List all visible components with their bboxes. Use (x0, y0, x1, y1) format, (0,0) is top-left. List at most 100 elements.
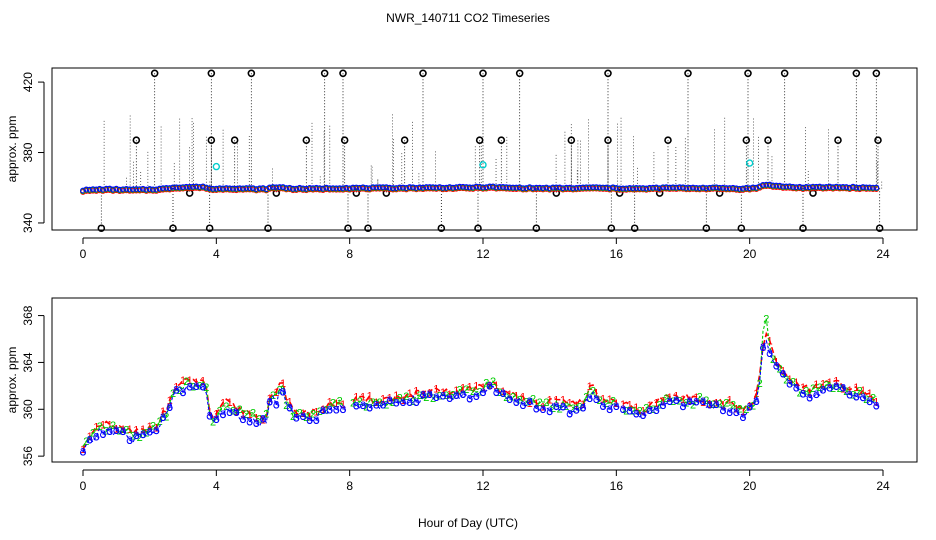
series-3-circle (400, 399, 406, 406)
series-3-point: 3 (620, 404, 626, 416)
series-3-point: 3 (113, 425, 119, 437)
series-3-circle (546, 409, 553, 416)
series-3-point (336, 185, 343, 192)
series-1-point: 1 (167, 395, 173, 407)
series-3-point (273, 184, 280, 191)
series-3-point (223, 185, 230, 192)
series-3-point: 3 (493, 387, 499, 399)
series-3-point (356, 184, 363, 191)
series-3-point (873, 184, 880, 191)
series-2-point: 2 (103, 425, 109, 437)
series-1-point: 1 (533, 398, 539, 410)
calibration-point (212, 162, 221, 171)
series-1-point: 1 (860, 385, 866, 397)
series-3-circle (333, 407, 340, 414)
series-2-point: 2 (150, 421, 156, 433)
series-3-circle (740, 415, 746, 422)
series-3-point (176, 184, 183, 191)
series-3-point: 3 (780, 368, 786, 380)
series-3-circle (193, 383, 200, 390)
series-3-point (246, 185, 253, 192)
series-3-circle (160, 415, 166, 422)
series-2-point: 2 (630, 405, 636, 417)
raw-point (874, 136, 882, 144)
series-1-point: 1 (293, 408, 299, 420)
series-3-point (403, 185, 410, 191)
series-3-circle (180, 390, 186, 397)
series-1-point: 1 (820, 378, 826, 390)
series-1-point: 1 (287, 397, 293, 409)
series-3-circle (786, 381, 793, 388)
series-3-point (773, 182, 780, 189)
series-3-circle (613, 404, 620, 411)
series-2-point: 2 (363, 401, 369, 413)
series-3-point (633, 185, 640, 191)
series-3-point (656, 185, 663, 192)
raw-point (339, 69, 347, 78)
series-3-point: 3 (260, 413, 266, 425)
series-3-point: 3 (673, 395, 679, 407)
series-3-point (340, 185, 346, 192)
series-3-point: 3 (327, 405, 333, 417)
series-2-point: 2 (230, 406, 236, 418)
series-3-point: 3 (847, 389, 853, 401)
top-y-tick-label: 340 (21, 213, 35, 233)
series-3-point (303, 185, 310, 192)
series-3-point (173, 184, 180, 191)
series-2-point: 2 (210, 416, 216, 428)
series-1-point: 1 (227, 397, 233, 409)
top-x-tick-label: 12 (476, 247, 490, 261)
series-3-point: 3 (360, 400, 366, 412)
series-3-circle (206, 413, 213, 420)
raw-point (567, 136, 576, 144)
series-3-point: 3 (460, 389, 466, 401)
series-3-circle (606, 407, 613, 414)
series-3-point (670, 184, 676, 191)
series-1-point: 1 (740, 406, 746, 418)
series-3-circle (393, 400, 400, 407)
series-2-point: 2 (670, 396, 676, 408)
series-3-circle (720, 408, 726, 415)
series-3-circle (500, 390, 506, 397)
raw-point (702, 224, 711, 233)
series-3-point: 3 (300, 411, 306, 423)
series-1-point: 1 (93, 421, 99, 433)
raw-point (497, 136, 506, 144)
series-3-circle (186, 384, 193, 391)
series-3-point (406, 184, 413, 191)
series-2-point: 2 (690, 400, 696, 412)
series-3-circle (153, 428, 160, 435)
series-2-point: 2 (450, 389, 456, 401)
series-3-point (586, 184, 593, 191)
series-3-point: 3 (107, 426, 113, 438)
series-3-circle (680, 404, 686, 411)
series-2-point: 2 (703, 395, 709, 407)
series-3-circle (533, 406, 540, 413)
raw-point (630, 224, 639, 233)
series-3-point (483, 184, 490, 191)
series-3-circle (560, 404, 566, 411)
series-2-point: 2 (143, 427, 149, 439)
series-3-point: 3 (527, 396, 533, 408)
series-3-point: 3 (247, 416, 253, 428)
series-1-point: 1 (353, 391, 359, 403)
top-y-axis: 340 380 420 (21, 72, 45, 233)
series-3-point: 3 (293, 413, 299, 425)
series-3-point: 3 (640, 410, 646, 422)
series-3-point: 3 (513, 397, 519, 409)
series-3-point (676, 184, 683, 191)
series-3-point: 3 (220, 409, 226, 421)
series-1-point: 1 (267, 393, 273, 405)
series-3-point (866, 184, 873, 191)
raw-point (780, 69, 789, 78)
series-3-point: 3 (120, 426, 126, 438)
series-1-point: 1 (767, 336, 773, 348)
series-3-circle (660, 403, 666, 410)
series-3-circle (80, 449, 86, 456)
series-1-point: 1 (567, 397, 573, 409)
series-3-point (263, 186, 270, 192)
series-3-point: 3 (313, 415, 319, 427)
series-1-point: 1 (727, 394, 733, 406)
series-3-circle (280, 389, 286, 396)
